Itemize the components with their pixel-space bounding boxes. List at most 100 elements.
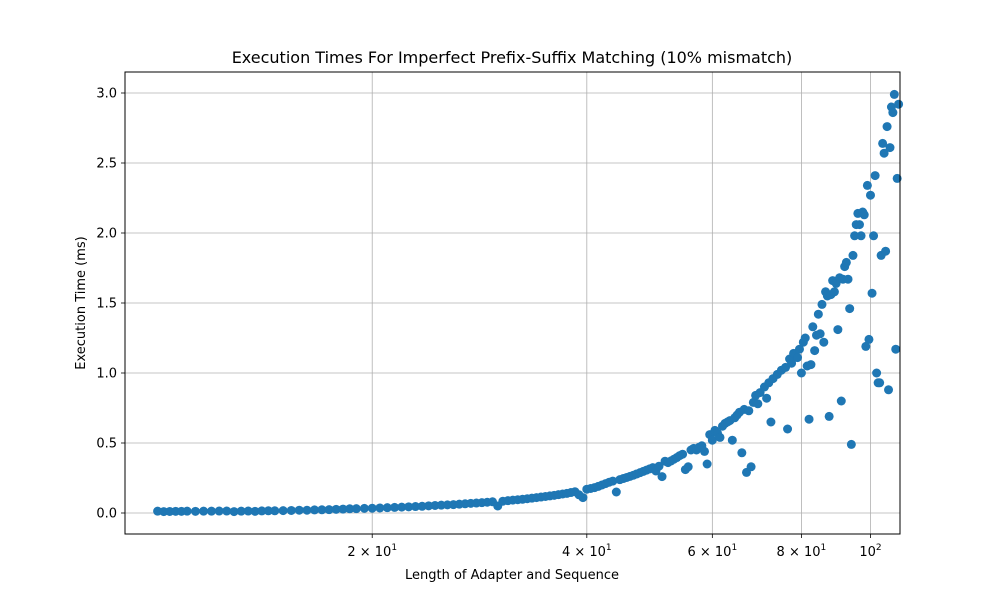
data-point	[833, 325, 843, 335]
data-point	[872, 368, 882, 378]
y-axis-label: Execution Time (ms)	[74, 236, 89, 369]
data-point	[382, 503, 392, 513]
data-point	[817, 299, 827, 309]
data-point	[796, 368, 806, 378]
data-point	[819, 337, 829, 347]
data-point	[257, 506, 267, 516]
data-point	[810, 346, 820, 356]
data-point	[222, 506, 232, 516]
y-tick-label: 1.0	[96, 367, 117, 382]
y-tick-label: 3.0	[96, 87, 117, 102]
x-tick-label: 4 × 101	[562, 543, 612, 560]
data-point	[815, 329, 825, 339]
data-point	[331, 504, 341, 514]
data-point	[843, 274, 853, 284]
data-point	[236, 506, 246, 516]
data-point	[243, 506, 253, 516]
y-tick-label: 0.0	[96, 507, 117, 522]
data-point	[375, 503, 385, 513]
data-point	[214, 506, 224, 516]
data-point	[345, 504, 355, 514]
x-tick-label: 8 × 101	[777, 543, 827, 560]
y-tick-label: 1.5	[96, 297, 117, 312]
data-point	[270, 506, 280, 516]
data-point	[310, 505, 320, 515]
data-point	[700, 446, 709, 456]
data-point	[850, 231, 860, 241]
data-point	[859, 210, 869, 220]
x-tick-label: 102	[859, 543, 881, 560]
x-tick-label: 2 × 101	[347, 543, 397, 560]
data-point	[286, 505, 296, 515]
data-point	[294, 505, 304, 515]
data-point	[578, 493, 588, 503]
data-point	[867, 288, 877, 298]
data-point	[744, 406, 754, 416]
data-point	[702, 459, 712, 469]
data-point	[808, 322, 818, 332]
data-point	[829, 287, 839, 297]
data-point	[861, 341, 871, 351]
data-point	[608, 476, 618, 486]
data-point	[317, 505, 327, 515]
y-tick-label: 2.5	[96, 157, 117, 172]
x-axis: 2 × 101 4 × 101 6 × 101 8 × 101 102	[347, 534, 882, 560]
data-point	[367, 503, 377, 513]
data-point	[715, 432, 725, 442]
data-point	[856, 231, 866, 241]
data-point	[397, 502, 407, 512]
data-point	[854, 220, 864, 230]
data-point	[657, 472, 667, 482]
data-point	[885, 143, 895, 153]
data-point	[892, 173, 902, 183]
data-point	[864, 334, 874, 344]
data-point	[888, 108, 898, 118]
data-point	[424, 501, 434, 511]
data-point	[190, 506, 200, 516]
data-point	[882, 122, 892, 132]
data-point	[417, 501, 427, 511]
grid	[125, 72, 900, 534]
data-point	[879, 148, 889, 158]
data-point	[229, 507, 239, 517]
data-point	[746, 462, 756, 472]
data-point	[848, 250, 858, 260]
points	[153, 89, 904, 517]
data-point	[804, 414, 814, 424]
data-point	[302, 505, 312, 515]
data-point	[390, 502, 400, 512]
data-point	[678, 449, 688, 459]
data-point	[611, 487, 621, 497]
data-point	[727, 435, 737, 445]
data-point	[894, 99, 904, 109]
data-point	[410, 502, 420, 512]
y-axis: 0.0 0.5 1.0 1.5 2.0 2.5 3.0	[96, 87, 125, 522]
data-point	[766, 417, 776, 427]
x-tick-label: 6 × 101	[687, 543, 737, 560]
data-point	[250, 506, 260, 516]
data-point	[793, 353, 803, 363]
data-point	[862, 180, 872, 190]
data-point	[783, 424, 793, 434]
data-point	[654, 461, 664, 471]
y-tick-label: 2.0	[96, 227, 117, 242]
data-point	[845, 304, 855, 314]
data-point	[889, 89, 899, 99]
data-point	[762, 393, 772, 403]
data-point	[824, 411, 834, 421]
chart-title: Execution Times For Imperfect Prefix-Suf…	[232, 48, 793, 67]
y-tick-label: 0.5	[96, 437, 117, 452]
data-point	[891, 344, 901, 354]
data-point	[707, 435, 717, 445]
data-point	[870, 171, 880, 181]
data-point	[351, 504, 361, 514]
data-point	[206, 506, 216, 516]
data-point	[841, 257, 851, 267]
data-point	[813, 309, 823, 319]
data-point	[182, 506, 192, 516]
data-point	[800, 333, 810, 343]
data-point	[753, 399, 763, 409]
data-point	[278, 506, 288, 516]
data-point	[875, 378, 885, 388]
